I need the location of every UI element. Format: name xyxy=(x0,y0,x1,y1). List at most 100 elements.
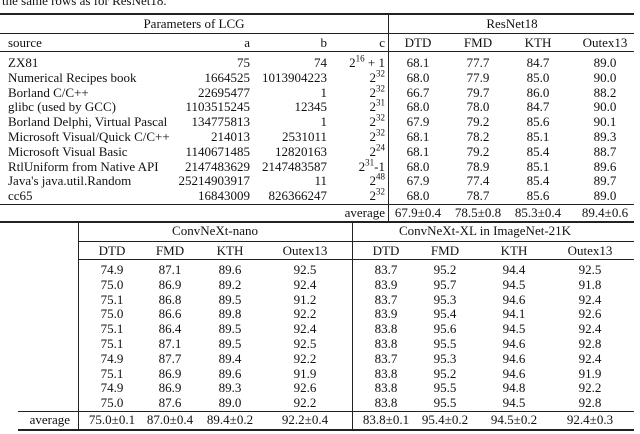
column-divider xyxy=(78,223,79,429)
c-base: 2 xyxy=(369,99,377,115)
row-source: Borland C/C++ xyxy=(8,84,89,100)
c-base: 2 xyxy=(369,143,377,159)
bottom-rule xyxy=(18,429,634,431)
row-fmd: 78.0 xyxy=(466,99,490,115)
nano-outex13: 92.5 xyxy=(293,262,317,277)
rule xyxy=(0,33,634,34)
row-kth: 86.0 xyxy=(526,84,550,100)
row-c: 232 xyxy=(325,187,386,203)
c-exponent: 32 xyxy=(376,127,385,138)
row-source: Microsoft Visual/Quick C/C++ xyxy=(8,129,170,144)
xl-dtd: 83.8 xyxy=(374,336,398,351)
row-c: 232 xyxy=(325,113,386,129)
row-outex13: 90.0 xyxy=(593,69,617,85)
row-a: 75 xyxy=(237,55,250,70)
row-fmd: 77.4 xyxy=(466,173,490,189)
row-dtd: 66.7 xyxy=(406,84,430,100)
row-kth: 85.4 xyxy=(526,173,550,189)
nano-dtd: 75.1 xyxy=(100,291,124,307)
group-header-convnext-nano: ConvNeXt-nano xyxy=(172,223,258,238)
row-b: 11 xyxy=(314,173,327,189)
xl-outex13: 92.2 xyxy=(578,380,602,396)
nano-dtd: 74.9 xyxy=(100,380,124,396)
row-fmd: 79.2 xyxy=(466,143,490,159)
xl-outex13: 92.8 xyxy=(578,395,602,411)
xl-dtd: 83.8 xyxy=(374,380,398,396)
row-outex13: 88.2 xyxy=(593,84,617,100)
row-dtd: 68.0 xyxy=(406,158,430,174)
c-exponent: 32 xyxy=(376,68,385,79)
c-exponent: 31 xyxy=(376,98,385,109)
row-kth: 85.6 xyxy=(526,114,550,130)
nano-kth: 89.0 xyxy=(218,395,242,411)
row-a: 1664525 xyxy=(204,69,251,85)
xl-dtd: 83.9 xyxy=(374,306,398,322)
nano-fmd: 86.6 xyxy=(158,306,182,322)
nano-average: 92.2±0.4 xyxy=(281,412,329,427)
nano-fmd: 87.1 xyxy=(158,336,182,351)
col-header-fmd: FMD xyxy=(155,243,185,258)
row-c: 216 + 1 xyxy=(325,53,385,70)
col-header-outex13: Outex13 xyxy=(282,243,328,258)
xl-dtd: 83.8 xyxy=(374,321,398,337)
nano-kth: 89.3 xyxy=(218,380,242,396)
row-dtd: 68.0 xyxy=(406,188,430,204)
nano-kth: 89.8 xyxy=(218,306,242,322)
nano-fmd: 86.8 xyxy=(158,291,182,307)
row-outex13: 89.7 xyxy=(593,173,617,189)
xl-average: 83.8±0.1 xyxy=(362,412,410,427)
caption-fragment: the same rows as for ResNet18. xyxy=(2,0,167,8)
average-kth: 85.3±0.4 xyxy=(514,205,562,220)
xl-fmd: 95.5 xyxy=(433,380,457,396)
xl-outex13: 92.4 xyxy=(578,321,602,337)
group-header-resnet18: ResNet18 xyxy=(486,16,538,31)
row-a: 1103515245 xyxy=(185,99,250,115)
row-fmd: 78.9 xyxy=(466,158,490,174)
xl-kth: 94.6 xyxy=(502,350,526,366)
row-outex13: 89.3 xyxy=(593,129,617,144)
col-header-outex13: Outex13 xyxy=(582,35,628,50)
row-fmd: 77.7 xyxy=(466,55,490,70)
nano-dtd: 75.1 xyxy=(100,365,124,381)
row-kth: 85.0 xyxy=(526,69,550,85)
row-b: 2531011 xyxy=(281,129,327,144)
nano-fmd: 86.4 xyxy=(158,321,182,337)
average-fmd: 78.5±0.8 xyxy=(454,205,502,220)
row-source: Borland Delphi, Virtual Pascal xyxy=(8,114,168,130)
col-header-fmd: FMD xyxy=(430,243,460,258)
c-base: 2 xyxy=(369,84,377,100)
row-a: 1140671485 xyxy=(185,143,250,159)
row-kth: 85.4 xyxy=(526,143,550,159)
nano-fmd: 87.6 xyxy=(158,395,182,411)
col-header-a: a xyxy=(244,35,250,50)
rule xyxy=(78,241,634,242)
rule xyxy=(0,204,634,205)
row-a: 134775813 xyxy=(191,114,251,130)
col-header-source: source xyxy=(8,35,42,50)
row-c: 231-1 xyxy=(325,158,385,174)
nano-dtd: 75.0 xyxy=(100,276,124,292)
nano-kth: 89.5 xyxy=(218,321,242,337)
xl-fmd: 95.5 xyxy=(433,395,457,411)
nano-outex13: 92.2 xyxy=(293,395,317,411)
row-dtd: 68.0 xyxy=(406,99,430,115)
xl-outex13: 92.6 xyxy=(578,306,602,322)
row-dtd: 68.1 xyxy=(406,55,430,70)
c-suffix: + 1 xyxy=(364,55,385,70)
nano-fmd: 86.9 xyxy=(158,365,182,381)
xl-dtd: 83.8 xyxy=(374,395,398,411)
c-exponent: 24 xyxy=(376,142,385,153)
xl-average: 94.5±0.2 xyxy=(490,412,538,427)
nano-outex13: 92.4 xyxy=(293,276,317,292)
xl-average: 92.4±0.3 xyxy=(566,412,614,427)
nano-outex13: 92.2 xyxy=(293,306,317,322)
row-kth: 84.7 xyxy=(526,99,550,115)
xl-average: 95.4±0.2 xyxy=(421,412,469,427)
c-base: 2 xyxy=(369,173,377,189)
nano-kth: 89.6 xyxy=(218,262,242,277)
c-exponent: 16 xyxy=(355,53,365,64)
nano-kth: 89.5 xyxy=(218,291,242,307)
row-dtd: 67.9 xyxy=(406,114,430,130)
row-dtd: 68.1 xyxy=(406,129,430,144)
row-outex13: 89.0 xyxy=(593,188,617,204)
